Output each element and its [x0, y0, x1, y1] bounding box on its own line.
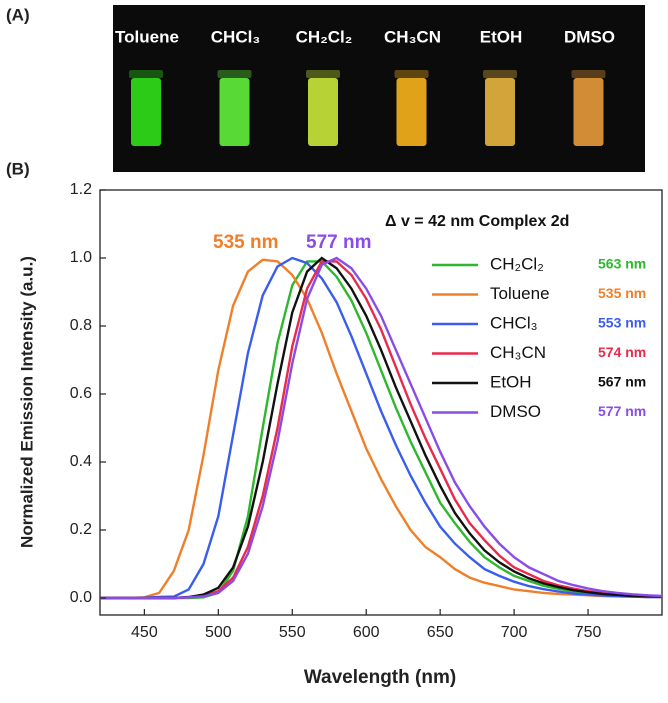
vial	[219, 78, 250, 146]
legend-label: Toluene	[490, 284, 550, 303]
vial	[396, 78, 427, 146]
legend-peak: 553 nm	[598, 315, 646, 331]
x-tick-label: 450	[131, 624, 158, 641]
annotation: Δ v = 42 nm Complex 2d	[385, 213, 569, 230]
x-tick-label: 500	[205, 624, 232, 641]
legend-label: CHCl₃	[490, 313, 538, 332]
vial-cap	[483, 70, 517, 78]
vial-cap	[306, 70, 340, 78]
panel-label: (A)	[6, 5, 30, 24]
panel-label: (B)	[6, 159, 30, 178]
legend-label: CH₂Cl₂	[490, 254, 544, 273]
vial-label: Toluene	[115, 27, 179, 46]
vial-cap	[217, 70, 252, 78]
series-line	[100, 256, 662, 600]
vial-label: CH₂Cl₂	[296, 27, 353, 46]
series-line	[100, 256, 662, 600]
series-line	[100, 260, 662, 600]
vial	[485, 78, 515, 146]
vial-cap	[394, 70, 429, 78]
vial	[308, 78, 338, 146]
legend-peak: 567 nm	[598, 374, 646, 390]
x-tick-label: 650	[427, 624, 454, 641]
photo-background	[113, 5, 645, 172]
series-line	[100, 258, 662, 600]
y-tick-label: 1.2	[70, 181, 92, 198]
vial-cap	[571, 70, 606, 78]
vial-cap	[129, 70, 163, 78]
y-tick-label: 0.4	[70, 453, 92, 470]
vial-label: CHCl₃	[211, 27, 260, 46]
legend-peak: 577 nm	[598, 403, 646, 419]
x-tick-label: 750	[575, 624, 602, 641]
y-tick-label: 0.0	[70, 589, 92, 606]
vial	[573, 78, 604, 146]
plot-area	[100, 256, 662, 600]
plot-frame	[99, 189, 663, 616]
vial-label: CH₃CN	[384, 27, 441, 46]
y-tick-label: 0.6	[70, 385, 92, 402]
y-tick-label: 1.0	[70, 249, 92, 266]
x-axis-label: Wavelength (nm)	[304, 667, 456, 688]
legend-label: DMSO	[490, 402, 541, 421]
vial	[131, 78, 161, 146]
legend-label: CH₃CN	[490, 343, 546, 362]
x-tick-label: 600	[353, 624, 380, 641]
annotation: 535 nm	[213, 232, 278, 253]
annotation: 577 nm	[306, 232, 371, 253]
series-line	[100, 256, 662, 600]
legend-label: EtOH	[490, 372, 532, 391]
legend-peak: 535 nm	[598, 285, 646, 301]
x-tick-label: 700	[501, 624, 528, 641]
legend-peak: 563 nm	[598, 256, 646, 272]
vial-label: EtOH	[480, 27, 523, 46]
legend-peak: 574 nm	[598, 344, 646, 360]
y-tick-label: 0.2	[70, 521, 92, 538]
y-axis-label: Normalized Emission Intensity (a.u.)	[17, 256, 36, 548]
series-line	[100, 260, 662, 600]
y-tick-label: 0.8	[70, 317, 92, 334]
vial-label: DMSO	[564, 27, 615, 46]
x-tick-label: 550	[279, 624, 306, 641]
